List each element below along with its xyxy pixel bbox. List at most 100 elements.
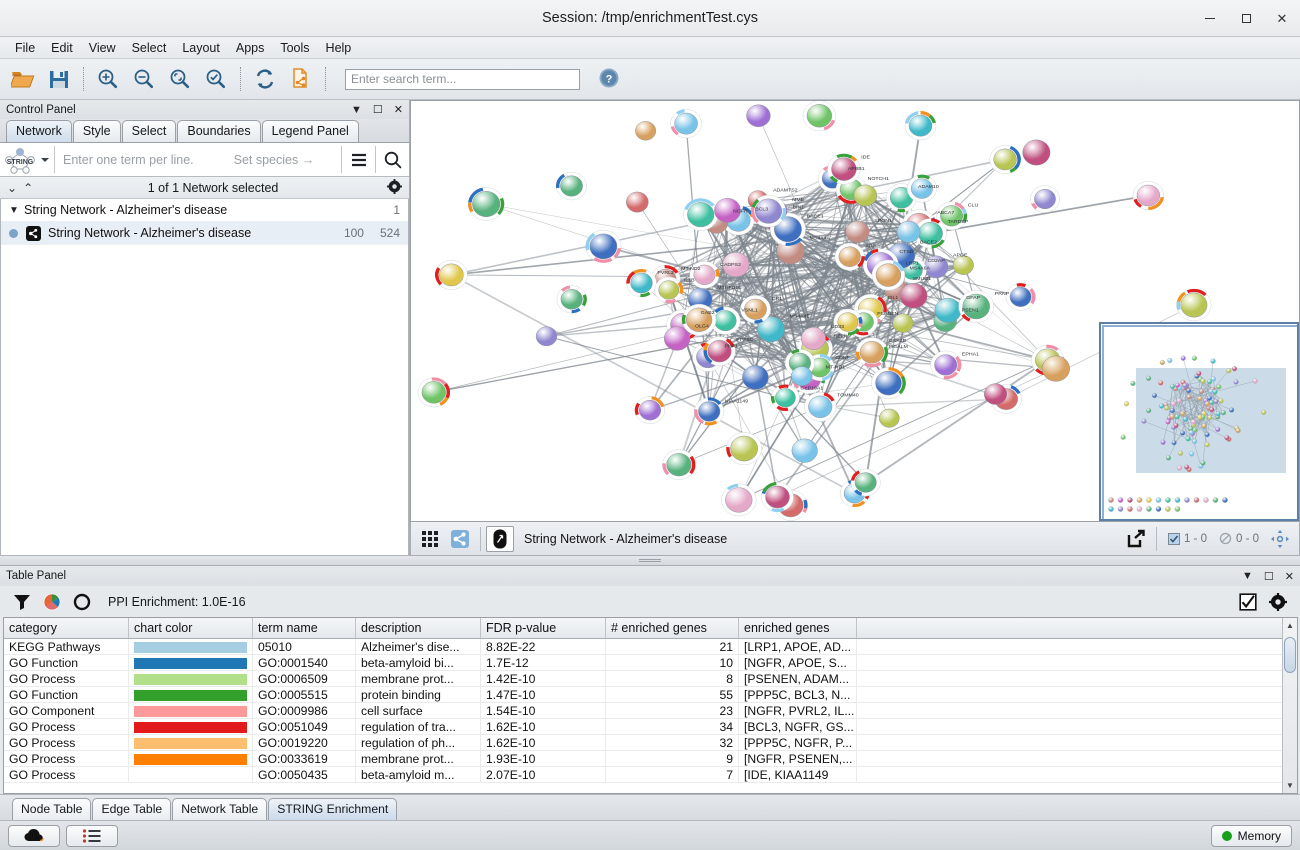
list-icon[interactable] xyxy=(66,824,118,847)
network-share-icon[interactable] xyxy=(445,526,475,552)
column-header-fdr-p-value[interactable]: FDR p-value xyxy=(481,618,606,638)
set-species-link[interactable]: Set species → xyxy=(233,152,315,167)
string-query-input[interactable]: Enter one term per line. Set species → xyxy=(55,153,341,167)
network-node[interactable] xyxy=(685,307,713,332)
table-row[interactable]: KEGG Pathways 05010 Alzheimer's dise... 8.8… xyxy=(4,639,1282,655)
gear-icon[interactable] xyxy=(387,178,402,197)
open-session-icon[interactable] xyxy=(6,63,40,95)
network-node[interactable] xyxy=(674,112,698,135)
network-node[interactable] xyxy=(831,157,857,181)
network-node[interactable] xyxy=(757,316,785,343)
tab-select[interactable]: Select xyxy=(121,120,177,142)
enrichment-table[interactable]: category chart color term name description F… xyxy=(3,617,1298,794)
menu-layout[interactable]: Layout xyxy=(182,40,220,55)
network-node[interactable] xyxy=(626,191,649,213)
menu-help[interactable]: Help xyxy=(325,40,352,55)
panel-resize-handle[interactable] xyxy=(0,556,1300,565)
string-logo-icon[interactable]: STRING xyxy=(0,144,40,176)
network-tree[interactable]: ▼ String Network - Alzheimer's disease 1 xyxy=(0,199,409,556)
network-node[interactable] xyxy=(1022,139,1051,166)
network-node[interactable] xyxy=(993,148,1017,171)
network-node[interactable] xyxy=(638,399,662,421)
network-node[interactable] xyxy=(663,326,691,351)
network-node[interactable] xyxy=(806,104,833,128)
network-node[interactable] xyxy=(892,313,914,333)
network-node[interactable] xyxy=(879,408,900,428)
table-row[interactable]: GO Process GO:0006509 membrane prot... 1.42… xyxy=(4,671,1282,687)
memory-status-button[interactable]: Memory xyxy=(1210,824,1292,847)
column-header--enriched-genes[interactable]: # enriched genes xyxy=(606,618,739,638)
network-node[interactable] xyxy=(934,354,958,376)
network-graph[interactable]: MT-ND2 MT-ND1 VSNL1 GAB2 APOE ADAMTS2 PVRL2 SMU… xyxy=(411,101,1299,521)
network-node[interactable] xyxy=(773,216,802,243)
network-node[interactable] xyxy=(1009,286,1032,307)
network-node[interactable] xyxy=(910,178,933,199)
tab-legend-panel[interactable]: Legend Panel xyxy=(261,120,359,142)
network-node[interactable] xyxy=(730,435,758,462)
fit-content-icon[interactable] xyxy=(1265,526,1295,552)
network-node[interactable] xyxy=(875,370,902,396)
tab-style[interactable]: Style xyxy=(72,120,121,142)
table-row[interactable]: GO Process GO:0051049 regulation of tra...… xyxy=(4,719,1282,735)
network-node[interactable] xyxy=(962,293,990,320)
network-node[interactable] xyxy=(1041,355,1070,382)
scroll-up-icon[interactable]: ▲ xyxy=(1286,621,1294,630)
network-node[interactable] xyxy=(472,191,501,217)
select-all-checkbox-icon[interactable] xyxy=(1234,589,1262,615)
string-dropdown-icon[interactable] xyxy=(40,153,50,167)
network-node[interactable] xyxy=(896,220,921,243)
zoom-out-icon[interactable] xyxy=(127,63,161,95)
search-input[interactable]: Enter search term... xyxy=(345,68,580,90)
network-node[interactable] xyxy=(983,383,1008,405)
network-node[interactable] xyxy=(630,272,653,294)
menu-view[interactable]: View xyxy=(88,40,116,55)
network-node[interactable] xyxy=(845,220,870,244)
table-row[interactable]: GO Process GO:0050435 beta-amyloid m... 2.0… xyxy=(4,767,1282,783)
network-node[interactable] xyxy=(693,264,716,285)
menu-apps[interactable]: Apps xyxy=(235,40,265,55)
network-node[interactable] xyxy=(746,104,771,127)
network-node[interactable] xyxy=(837,312,859,332)
table-row[interactable]: GO Function GO:0005515 protein binding 1.47… xyxy=(4,687,1282,703)
cloud-icon[interactable] xyxy=(8,824,60,847)
network-tree-root[interactable]: ▼ String Network - Alzheimer's disease 1 xyxy=(1,199,408,222)
network-node[interactable] xyxy=(1034,189,1056,210)
network-node[interactable] xyxy=(934,297,962,323)
network-node[interactable] xyxy=(714,198,741,223)
menu-tools[interactable]: Tools xyxy=(280,40,310,55)
column-header-description[interactable]: description xyxy=(356,618,481,638)
menu-file[interactable]: File xyxy=(15,40,36,55)
hamburger-icon[interactable] xyxy=(342,144,375,176)
tab-string-enrichment[interactable]: STRING Enrichment xyxy=(268,798,398,820)
expand-triangle-icon[interactable]: ▼ xyxy=(9,204,19,216)
float-panel-icon[interactable]: ☐ xyxy=(372,104,383,116)
column-header-enriched-genes[interactable]: enriched genes xyxy=(739,618,857,638)
refresh-icon[interactable] xyxy=(248,63,282,95)
network-node[interactable] xyxy=(952,255,974,275)
network-node[interactable] xyxy=(875,263,902,287)
network-node[interactable] xyxy=(908,114,933,137)
help-icon[interactable]: ? xyxy=(598,67,620,92)
network-node[interactable] xyxy=(421,381,446,404)
network-node[interactable] xyxy=(808,395,833,418)
table-row[interactable]: GO Process GO:0033619 membrane prot... 1.93… xyxy=(4,751,1282,767)
scroll-down-icon[interactable]: ▼ xyxy=(1286,781,1294,790)
network-node[interactable] xyxy=(791,366,813,386)
gear-icon[interactable] xyxy=(1264,589,1292,615)
network-node[interactable] xyxy=(744,298,767,320)
donut-chart-icon[interactable] xyxy=(68,589,96,615)
network-tree-item[interactable]: String Network - Alzheimer's disease 100… xyxy=(1,222,408,245)
tab-network-table[interactable]: Network Table xyxy=(172,798,268,820)
save-session-icon[interactable] xyxy=(42,63,76,95)
pie-chart-icon[interactable] xyxy=(38,589,66,615)
collapse-all-icon[interactable]: ⌄ xyxy=(7,180,18,195)
network-node[interactable] xyxy=(754,198,783,224)
network-node[interactable] xyxy=(722,252,750,278)
selected-nodes-counter[interactable]: 1 - 0 xyxy=(1162,532,1213,545)
table-row[interactable]: GO Component GO:0009986 cell surface 1.54E-… xyxy=(4,703,1282,719)
network-node[interactable] xyxy=(658,280,680,300)
selected-edges-counter[interactable]: 0 - 0 xyxy=(1213,532,1265,545)
network-node[interactable] xyxy=(800,327,826,350)
network-node[interactable] xyxy=(899,283,928,309)
network-node[interactable] xyxy=(775,388,796,408)
